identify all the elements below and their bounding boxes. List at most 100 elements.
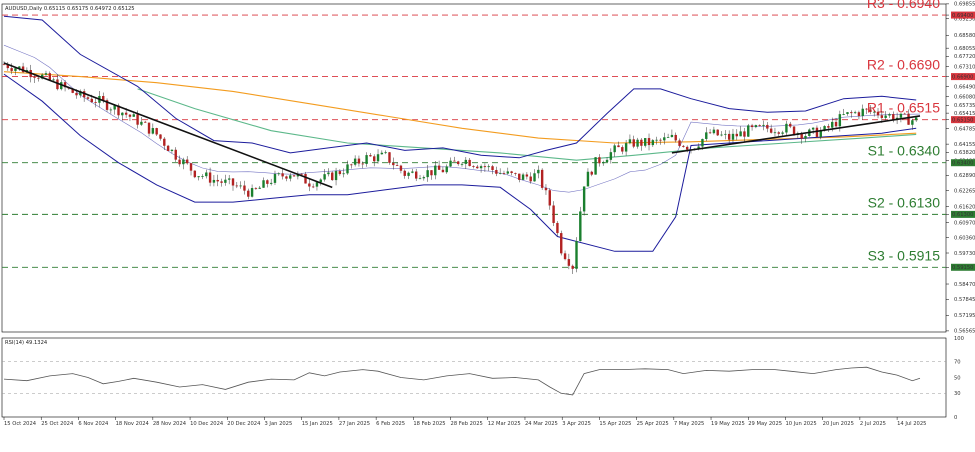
candle-body [628, 139, 632, 144]
level-price-tag-text: 0.66900 [952, 74, 973, 80]
candle-body [468, 159, 471, 167]
candle-body [323, 174, 326, 180]
candle-body [128, 114, 132, 117]
candle-body [273, 173, 277, 183]
level-price-tag-text: 0.61300 [952, 212, 973, 218]
bollinger-upper [3, 15, 917, 159]
candle-body [773, 132, 777, 134]
candle-body [113, 105, 116, 110]
candle-body [831, 121, 834, 128]
x-tick-label: 28 Nov 2024 [153, 421, 187, 427]
candle-body [670, 134, 674, 138]
candle-body [411, 171, 414, 173]
candle-body [239, 185, 242, 187]
x-tick-label: 6 Nov 2024 [78, 421, 109, 427]
rsi-y-tick-label: 100 [954, 336, 964, 342]
candle-body [754, 125, 758, 128]
candle-body [102, 96, 105, 101]
candle-body [21, 66, 25, 73]
candle-body [224, 179, 227, 183]
candle-body [762, 124, 765, 126]
candle-body [781, 132, 784, 134]
level-price-tag-text: 0.59150 [952, 265, 973, 271]
rsi-y-tick-label: 70 [954, 360, 961, 366]
level-price-tag [951, 210, 975, 218]
candle-body [842, 113, 845, 115]
candle-body [552, 205, 555, 223]
candle-body [579, 211, 582, 242]
candle-body [159, 134, 162, 139]
candle-body [380, 152, 384, 155]
candle-body [82, 91, 86, 98]
price-y-tick-label: 0.66490 [954, 84, 975, 90]
x-tick-label: 28 Feb 2025 [451, 421, 483, 427]
candle-body [537, 169, 540, 174]
price-y-tick-label: 0.65735 [954, 103, 975, 109]
price-y-tick-label: 0.58470 [954, 282, 975, 288]
price-y-tick-label: 0.68580 [954, 33, 975, 39]
price-y-tick-label: 0.57195 [954, 313, 975, 319]
candle-body [319, 179, 322, 183]
candle-body [44, 73, 48, 75]
price-y-tick-label: 0.59730 [954, 251, 975, 257]
candle-body [609, 152, 613, 160]
level-price-tag [951, 11, 975, 19]
candle-body [52, 79, 55, 81]
candle-body [376, 154, 380, 162]
candle-body [266, 180, 269, 184]
candle-body [342, 173, 345, 175]
candle-body [247, 190, 250, 197]
candle-body [48, 73, 51, 81]
candle-body [727, 133, 731, 140]
level-price-tag-text: 0.65150 [952, 117, 973, 123]
candle-body [720, 134, 723, 136]
candle-body [846, 112, 849, 114]
x-tick-label: 15 Jan 2025 [302, 421, 333, 427]
candle-body [594, 157, 597, 175]
candle-body [800, 133, 803, 139]
candle-body [563, 253, 567, 260]
candle-body [60, 82, 63, 90]
candle-body [109, 109, 113, 111]
candle-body [907, 113, 910, 125]
candle-body [33, 77, 36, 78]
x-tick-label: 19 May 2025 [711, 421, 745, 427]
candle-body [338, 171, 342, 175]
rsi-y-tick-label: 0 [954, 415, 957, 421]
candle-body [731, 133, 735, 140]
x-tick-label: 6 Feb 2025 [376, 421, 405, 427]
candle-body [632, 139, 635, 147]
candle-body [602, 162, 605, 164]
price-y-tick-label: 0.61620 [954, 204, 975, 210]
candle-body [747, 125, 750, 137]
candle-body [407, 172, 410, 176]
candle-body [510, 171, 513, 173]
candle-body [132, 114, 135, 117]
candle-body [685, 146, 689, 150]
trendline [671, 115, 921, 154]
candle-body [434, 165, 437, 176]
price-y-tick-label: 0.67310 [954, 64, 975, 70]
candle-body [514, 172, 517, 174]
candle-body [121, 112, 124, 116]
candle-body [174, 149, 177, 160]
candle-body [140, 121, 143, 125]
level-price-tag-text: 0.63400 [952, 161, 973, 167]
x-tick-label: 15 Oct 2024 [4, 421, 37, 427]
level-price-tag [951, 159, 975, 167]
level-price-tag [951, 263, 975, 271]
candle-body [560, 233, 563, 254]
candle-body [613, 145, 616, 153]
candle-body [254, 188, 258, 189]
candle-body [674, 134, 677, 141]
candle-body [533, 173, 536, 182]
candle-body [373, 156, 376, 162]
candle-body [392, 162, 395, 166]
candle-body [361, 163, 364, 165]
candle-body [644, 138, 647, 146]
candle-body [464, 159, 468, 164]
rsi-pane-frame [1, 337, 947, 418]
candle-body [350, 164, 353, 166]
candle-body [415, 171, 418, 179]
